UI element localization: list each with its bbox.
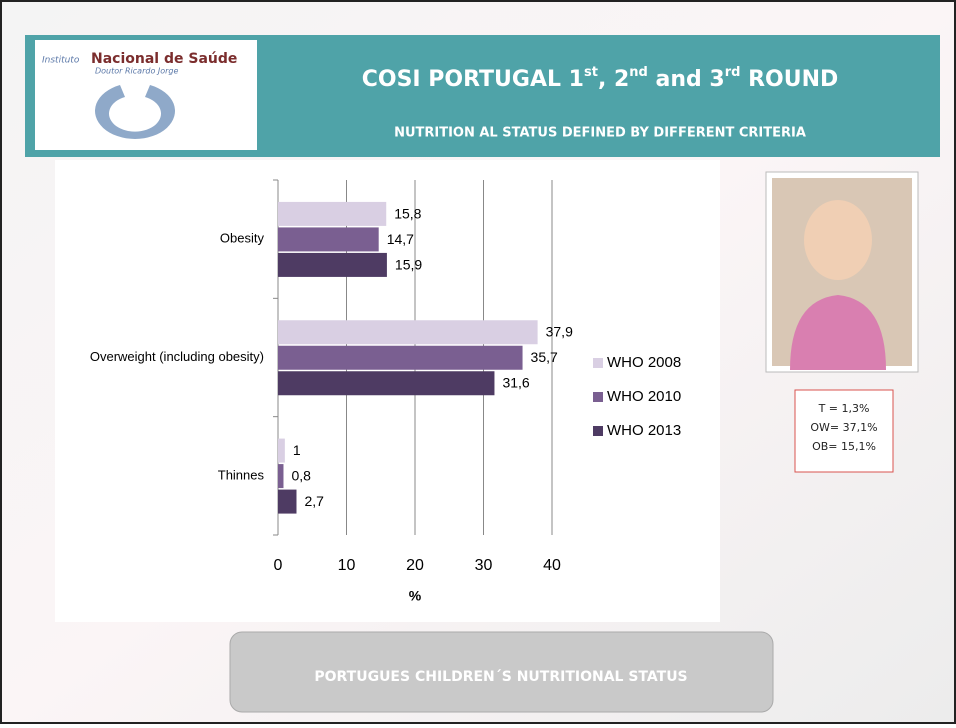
x-tick-label: 0 xyxy=(274,557,283,574)
note-line: OW= 37,1% xyxy=(810,421,877,434)
note-line: OB= 15,1% xyxy=(812,440,876,453)
note: T = 1,3% OW= 37,1% OB= 15,1% xyxy=(810,402,877,453)
x-tick-label: 20 xyxy=(406,557,424,574)
value-label: 31,6 xyxy=(502,375,529,391)
slide-subtitle: NUTRITION AL STATUS DEFINED BY DIFFERENT… xyxy=(394,126,806,141)
logo-text: Nacional de Saúde xyxy=(91,51,237,67)
value-label: 37,9 xyxy=(546,324,573,340)
bar xyxy=(278,371,494,395)
photo-face xyxy=(804,200,872,280)
value-label: 14,7 xyxy=(387,231,414,247)
logo-text: Doutor Ricardo Jorge xyxy=(95,67,178,76)
x-axis-title: % xyxy=(409,588,422,604)
title-superscript: rd xyxy=(725,65,741,80)
bar xyxy=(278,346,523,370)
value-label: 0,8 xyxy=(291,468,311,484)
value-label: 35,7 xyxy=(531,349,558,365)
x-tick-label: 10 xyxy=(338,557,356,574)
x-tick-label: 30 xyxy=(475,557,493,574)
legend-swatch xyxy=(593,426,603,436)
title-part: , 2 xyxy=(598,67,629,92)
title-superscript: st xyxy=(584,65,598,80)
page: {"header": {"logo_line1": "Instituto", "… xyxy=(0,0,956,724)
x-tick-label: 40 xyxy=(543,557,561,574)
bar xyxy=(278,202,386,226)
logo-text: Instituto xyxy=(42,56,80,66)
value-label: 1 xyxy=(293,442,301,458)
value-label: 15,8 xyxy=(394,205,421,221)
title-part: and 3 xyxy=(648,67,725,92)
title-superscript: nd xyxy=(629,65,648,80)
legend-label: WHO 2010 xyxy=(607,388,681,405)
bar xyxy=(278,227,379,251)
legend-swatch xyxy=(593,392,603,402)
bar xyxy=(278,253,387,277)
slide-title: COSI PORTUGAL 1st, 2nd and 3rd ROUND xyxy=(362,65,839,93)
bar xyxy=(278,464,283,488)
y-tick-label: Obesity xyxy=(220,231,265,246)
legend-label: WHO 2013 xyxy=(607,422,681,439)
button-label[interactable]: PORTUGUES CHILDREN´S NUTRITIONAL STATUS xyxy=(314,669,687,685)
title-part: ROUND xyxy=(740,67,838,92)
bar xyxy=(278,439,285,463)
legend-label: WHO 2008 xyxy=(607,354,681,371)
y-tick-label: Overweight (including obesity) xyxy=(90,349,264,364)
title-part: COSI PORTUGAL 1 xyxy=(362,67,584,92)
slide: Instituto Nacional de Saúde Doutor Ricar… xyxy=(0,0,956,724)
y-tick-label: Thinnes xyxy=(218,467,265,482)
value-label: 2,7 xyxy=(304,493,324,509)
note-line: T = 1,3% xyxy=(818,402,870,415)
bar xyxy=(278,320,538,344)
value-label: 15,9 xyxy=(395,256,422,272)
bar xyxy=(278,490,296,514)
legend-swatch xyxy=(593,358,603,368)
